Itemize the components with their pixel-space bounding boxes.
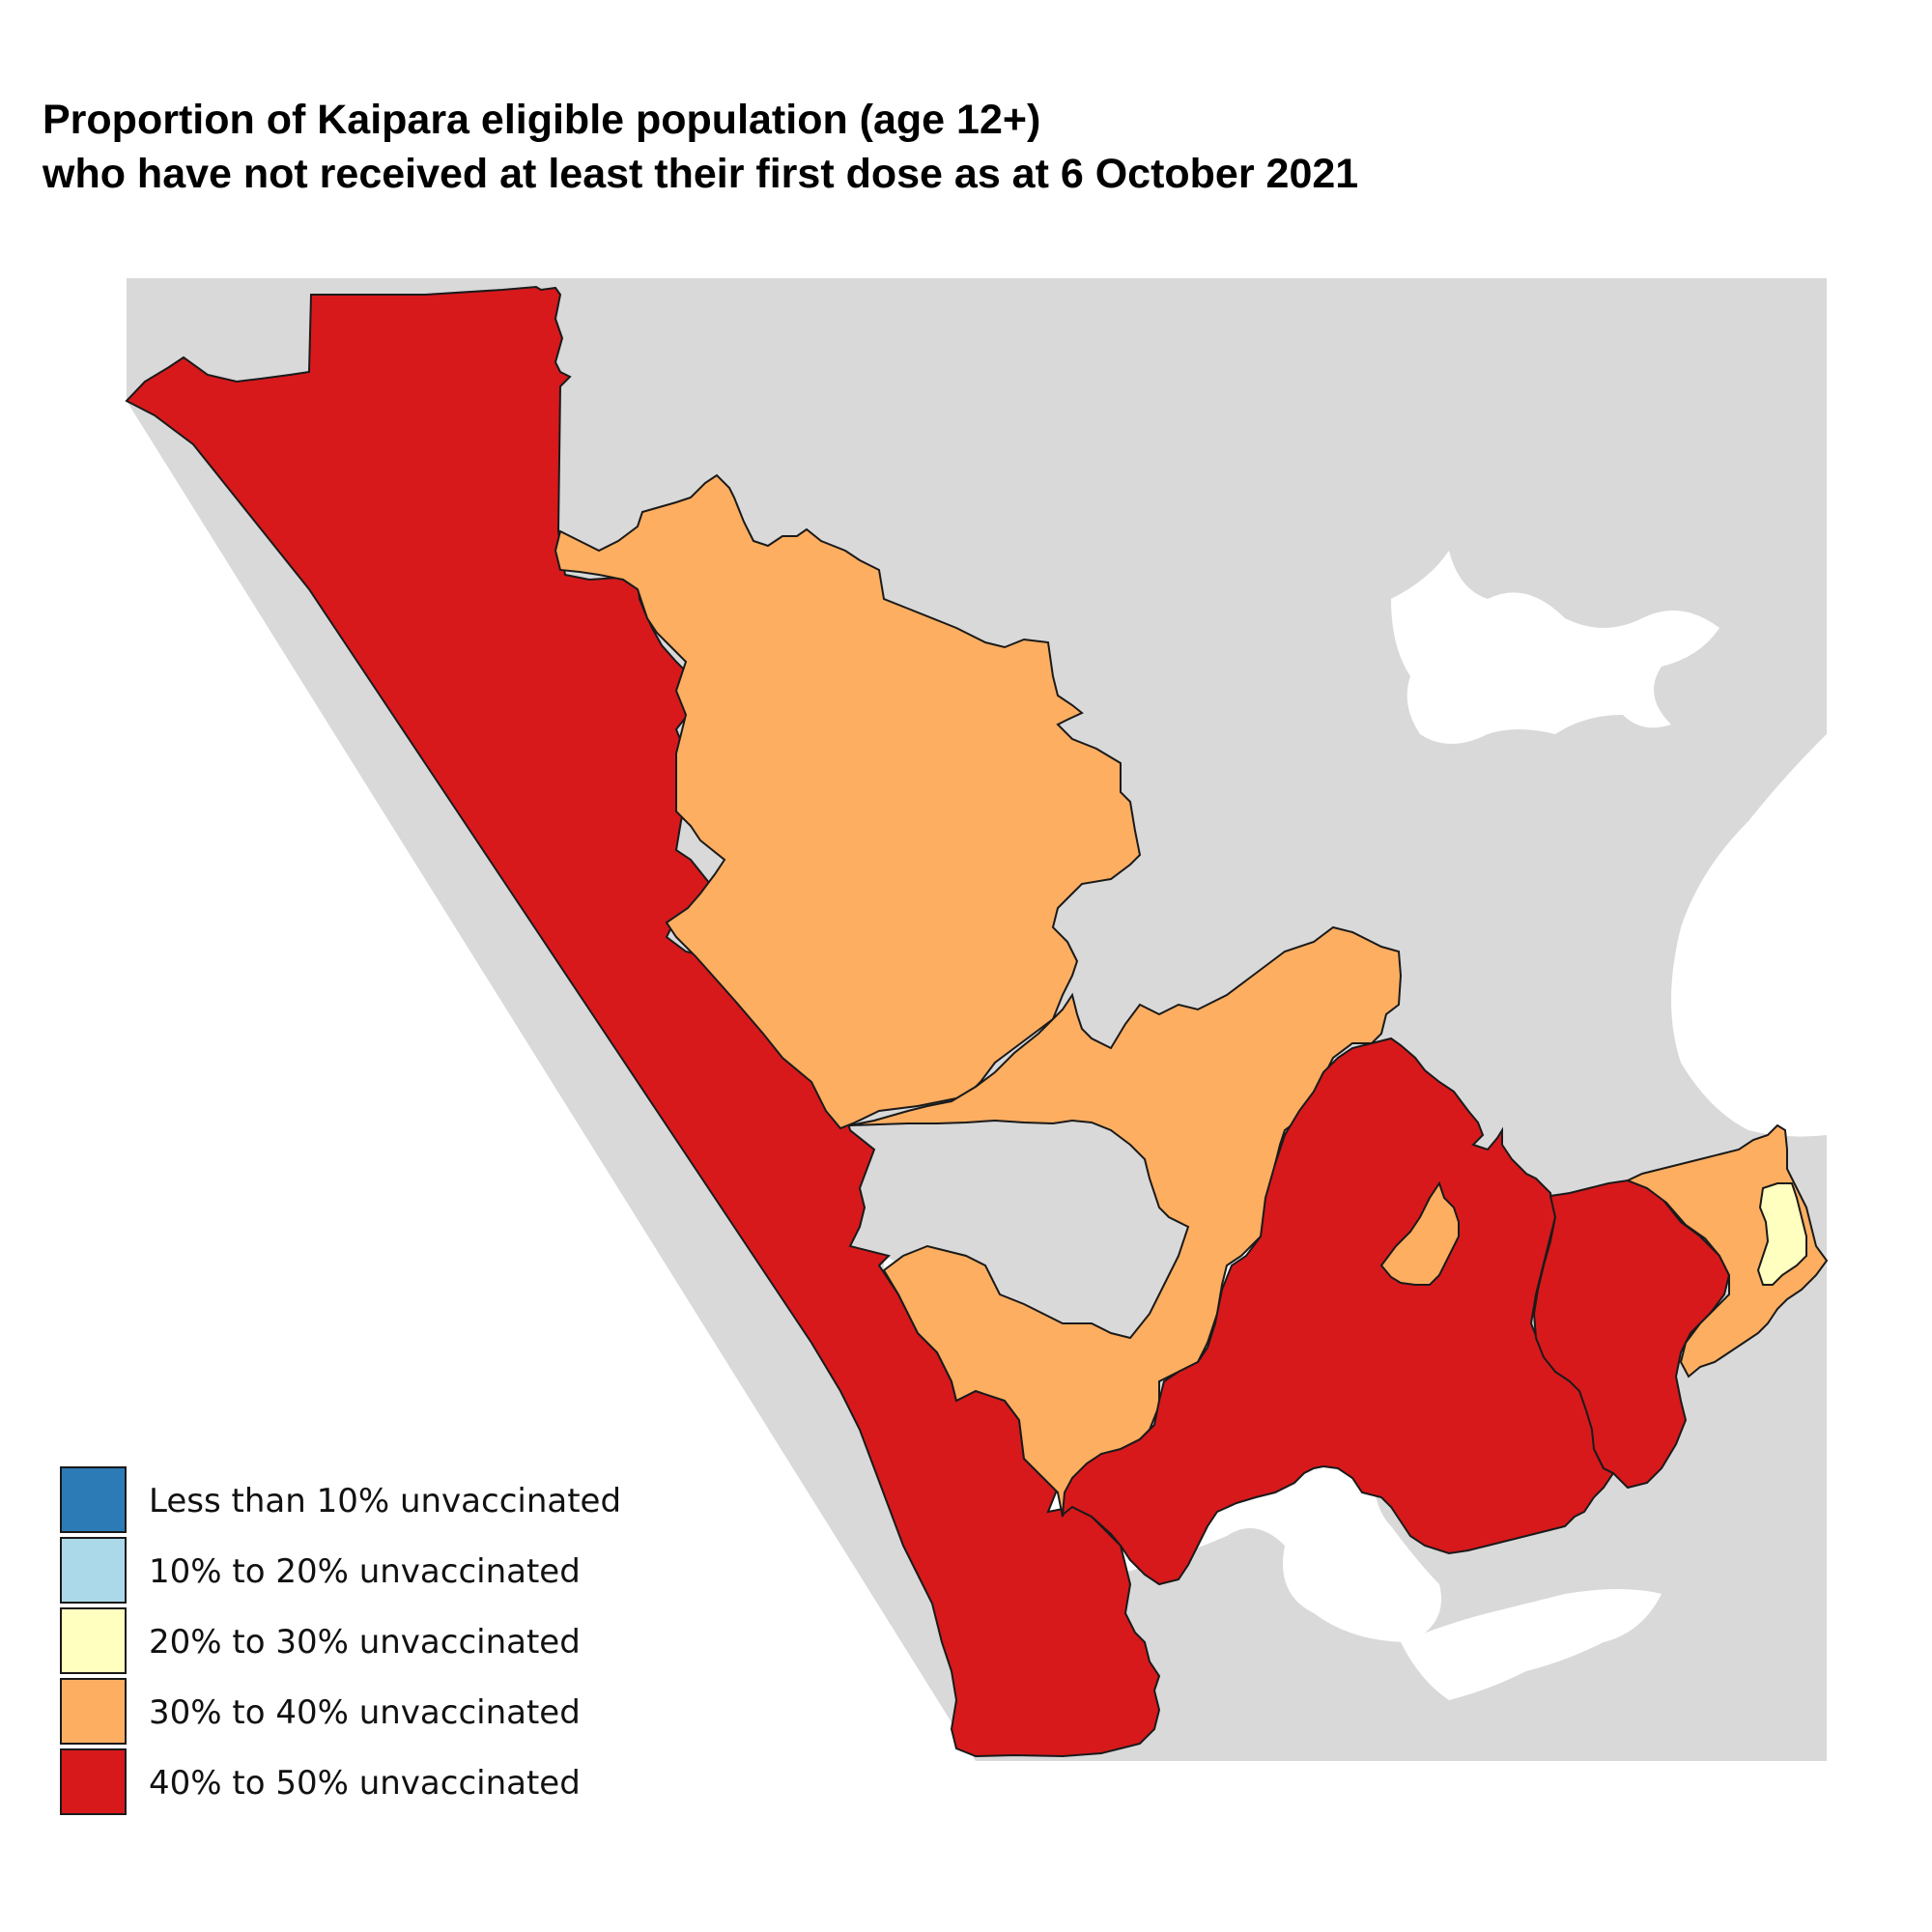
map-title: Proportion of Kaipara eligible populatio… <box>43 93 1878 201</box>
legend-label: 30% to 40% unvaccinated <box>149 1693 581 1732</box>
legend-swatch <box>60 1537 127 1604</box>
title-line-2: who have not received at least their fir… <box>43 151 1359 197</box>
east-coast-bay <box>1671 734 1827 1137</box>
legend-label: 10% to 20% unvaccinated <box>149 1552 581 1591</box>
legend-label: 20% to 30% unvaccinated <box>149 1623 581 1662</box>
region-north-central <box>554 473 1142 1130</box>
legend-swatch <box>60 1466 127 1533</box>
legend-item-40-to-50: 40% to 50% unvaccinated <box>60 1748 736 1819</box>
title-line-1: Proportion of Kaipara eligible populatio… <box>43 97 1041 143</box>
western-ocean <box>127 278 976 1761</box>
region-inner-pocket <box>1379 1180 1460 1286</box>
region-small-yellow <box>1756 1182 1807 1286</box>
legend-item-less-than-10: Less than 10% unvaccinated <box>60 1466 736 1537</box>
region-south-central <box>1061 1037 1615 1586</box>
legend-label: 40% to 50% unvaccinated <box>149 1764 581 1803</box>
legend-swatch <box>60 1748 127 1815</box>
region-central <box>849 925 1403 1518</box>
east-estuary <box>1391 551 1719 744</box>
legend-swatch <box>60 1678 127 1745</box>
legend: Less than 10% unvaccinated 10% to 20% un… <box>60 1466 736 1819</box>
legend-item-20-to-30: 20% to 30% unvaccinated <box>60 1607 736 1678</box>
legend-item-30-to-40: 30% to 40% unvaccinated <box>60 1678 736 1748</box>
legend-label: Less than 10% unvaccinated <box>149 1482 622 1520</box>
legend-item-10-to-20: 10% to 20% unvaccinated <box>60 1537 736 1607</box>
legend-swatch <box>60 1607 127 1674</box>
southern-harbour <box>1401 1589 1662 1700</box>
